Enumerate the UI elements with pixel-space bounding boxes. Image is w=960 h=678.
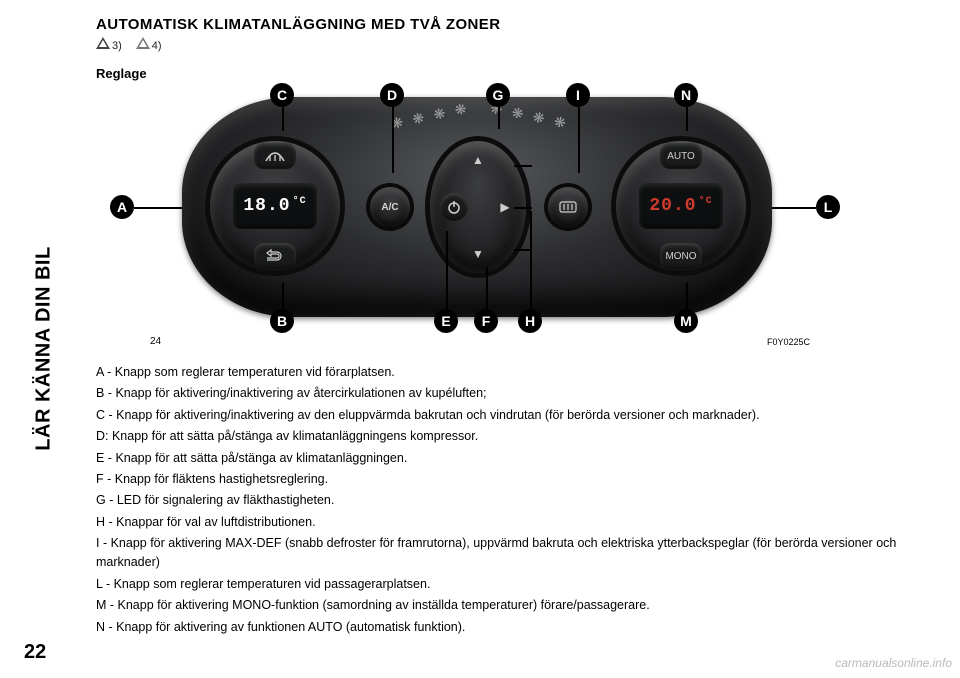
leader-D <box>392 107 394 173</box>
right-temp-value: 20.0 <box>649 196 696 216</box>
sidebar: LÄR KÄNNA DIN BIL <box>24 0 64 360</box>
callout-I: I <box>566 83 590 107</box>
desc-G: G - LED för signalering av fläkthastighe… <box>96 491 924 510</box>
watermark: carmanualsonline.info <box>835 656 952 670</box>
note-icons: 3) 4) <box>96 37 924 52</box>
callout-A: A <box>110 195 134 219</box>
callout-G: G <box>486 83 510 107</box>
callout-L: L <box>816 195 840 219</box>
caution-icon: 4) <box>136 37 162 52</box>
callout-H: H <box>518 309 542 333</box>
callout-C: C <box>270 83 294 107</box>
descriptions: A - Knapp som reglerar temperaturen vid … <box>96 363 924 637</box>
leader-H <box>530 211 532 309</box>
leader-H-up <box>514 165 532 167</box>
leader-B <box>282 283 284 309</box>
callout-E: E <box>434 309 458 333</box>
fan-up-button[interactable]: ▲ <box>465 149 491 171</box>
desc-C: C - Knapp för aktivering/inaktivering av… <box>96 406 924 425</box>
leader-A <box>134 207 182 209</box>
figure-number: 24 <box>150 336 161 347</box>
page-content: AUTOMATISK KLIMATANLÄGGNING MED TVÅ ZONE… <box>96 16 924 639</box>
callout-M: M <box>674 309 698 333</box>
callout-B: B <box>270 309 294 333</box>
desc-D: D: Knapp för att sätta på/stänga av klim… <box>96 427 924 446</box>
left-temp-value: 18.0 <box>243 196 290 216</box>
mono-button[interactable]: MONO <box>660 243 702 269</box>
climate-panel: ❋ ❋ ❋ ❋ ❋ ❋ ❋ ❋ 18.0 °C A/C <box>182 97 772 317</box>
desc-E: E - Knapp för att sätta på/stänga av kli… <box>96 449 924 468</box>
right-degc: °C <box>699 196 713 207</box>
left-temp-display: 18.0 °C <box>233 183 317 229</box>
warning-icon: 3) <box>96 37 122 52</box>
fan-down-button[interactable]: ▼ <box>465 243 491 265</box>
desc-M: M - Knapp för aktivering MONO-funktion (… <box>96 596 924 615</box>
leader-L <box>772 207 816 209</box>
leader-F <box>486 267 488 309</box>
mono-label: MONO <box>665 251 696 262</box>
desc-B: B - Knapp för aktivering/inaktivering av… <box>96 384 924 403</box>
leader-G <box>498 107 500 129</box>
figure-code: F0Y0225C <box>767 337 810 347</box>
callout-F: F <box>474 309 498 333</box>
desc-L: L - Knapp som reglerar temperaturen vid … <box>96 575 924 594</box>
sidebar-title: LÄR KÄNNA DIN BIL <box>33 246 56 450</box>
subhead: Reglage <box>96 66 924 81</box>
leader-C <box>282 107 284 131</box>
section-title: AUTOMATISK KLIMATANLÄGGNING MED TVÅ ZONE… <box>96 16 924 33</box>
desc-H: H - Knappar för val av luftdistributione… <box>96 513 924 532</box>
center-cluster: ▲ ▼ ▶ <box>430 141 526 273</box>
ac-button[interactable]: A/C <box>370 187 410 227</box>
recirc-icon[interactable] <box>254 243 296 269</box>
leader-H-mid <box>514 207 532 209</box>
left-degc: °C <box>293 196 307 207</box>
leader-E <box>446 231 448 309</box>
desc-F: F - Knapp för fläktens hastighetsregleri… <box>96 470 924 489</box>
desc-I: I - Knapp för aktivering MAX-DEF (snabb … <box>96 534 924 573</box>
right-temp-dial[interactable]: AUTO 20.0 °C MONO <box>616 141 746 271</box>
leader-H-down <box>514 249 532 251</box>
callout-D: D <box>380 83 404 107</box>
ac-label: A/C <box>381 202 398 213</box>
leader-M <box>686 283 688 309</box>
figure: A L C D G I N B E F H M ❋ ❋ ❋ ❋ <box>96 91 856 347</box>
desc-A: A - Knapp som reglerar temperaturen vid … <box>96 363 924 382</box>
right-temp-display: 20.0 °C <box>639 183 723 229</box>
power-button[interactable] <box>440 193 468 221</box>
callout-N: N <box>674 83 698 107</box>
leader-N <box>686 107 688 131</box>
auto-button[interactable]: AUTO <box>660 143 702 169</box>
defrost-front-icon[interactable] <box>254 143 296 169</box>
rear-defrost-button[interactable] <box>548 187 588 227</box>
leader-I <box>578 107 580 173</box>
page-number: 22 <box>24 641 46 664</box>
auto-label: AUTO <box>667 151 695 162</box>
left-temp-dial[interactable]: 18.0 °C <box>210 141 340 271</box>
desc-N: N - Knapp för aktivering av funktionen A… <box>96 618 924 637</box>
